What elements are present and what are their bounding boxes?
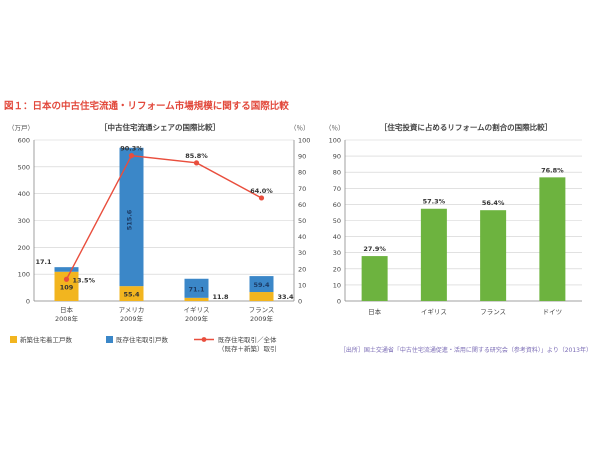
category-label: フランス [480,308,506,316]
left-tick-label: 100 [18,271,30,279]
category-label: イギリス [184,306,210,314]
ratio-value-label: 64.0% [250,187,273,195]
y-tick-label: 20 [333,265,341,273]
right-tick-label: 10 [298,281,306,289]
bar-reform [480,210,507,301]
category-label: イギリス [421,308,447,316]
bar-value-label: 56.4% [482,199,505,207]
bar-new-build [54,271,79,301]
left-tick-label: 400 [18,190,30,198]
right-tick-label: 30 [298,249,306,257]
category-label: アメリカ [119,306,145,314]
chart-title: ［住宅投資に占めるリフォームの割合の国際比較］ [380,122,552,132]
bar-new-build [119,286,144,301]
y-tick-label: 50 [333,217,341,225]
y-tick-label: 10 [333,281,341,289]
category-label: フランス [249,306,275,314]
legend-swatch-new-build [10,336,17,343]
y-tick-label: 30 [333,249,341,257]
bar-existing [184,278,209,298]
left-tick-label: 300 [18,217,30,225]
legend-marker-ratio [201,337,207,342]
ratio-point [258,195,265,201]
bar-new-build [249,292,274,301]
new-build-value-label: 11.8 [213,293,230,301]
right-tick-label: 80 [298,169,306,177]
category-year-label: 2009年 [250,314,274,323]
legend-label-ratio: 既存住宅取引／全体 [218,335,277,344]
figure-title: 図１：日本の中古住宅流通・リフォーム市場規模に関する国際比較 [4,101,289,112]
left-axis-unit: （万戸） [8,124,34,132]
ratio-value-label: 85.8% [185,152,208,160]
existing-value-label: 71.1 [188,285,205,293]
right-axis-unit: （％） [290,124,310,132]
y-tick-label: 100 [329,137,341,145]
legend-label-new-build: 新築住宅着工戸数 [20,335,73,344]
bar-value-label: 27.9% [363,245,386,253]
source-note: ［出所］国土交通省「中古住宅流通促進・活用に関する研究会（参考資料）」より（20… [339,347,592,354]
category-label: ドイツ [543,308,563,316]
legend-swatch-existing [106,336,113,343]
ratio-value-label: 90.3% [120,145,143,153]
new-build-value-label: 33.4 [278,293,295,301]
bar-new-build [184,297,209,301]
right-tick-label: 20 [298,265,306,273]
right-tick-label: 40 [298,233,306,241]
category-year-label: 2009年 [185,314,209,323]
y-tick-label: 80 [333,169,341,177]
right-tick-label: 90 [298,153,306,161]
legend-label-ratio-2: （既存＋新築）取引 [218,344,277,353]
right-tick-label: 0 [298,298,302,306]
y-tick-label: 40 [333,233,341,241]
right-tick-label: 100 [298,137,310,145]
ratio-point [128,153,135,159]
category-label: 日本 [368,307,382,316]
existing-value-label: 515.6 [126,209,134,230]
bar-reform [420,208,447,301]
y-tick-label: 0 [337,298,341,306]
y-tick-label: 70 [333,185,341,193]
bar-value-label: 76.8% [541,166,564,174]
bar-reform [539,177,566,301]
category-year-label: 2008年 [55,314,79,323]
right-tick-label: 60 [298,201,306,209]
chart-title: ［中古住宅流通シェアの国際比較］ [100,122,220,132]
bar-existing [54,267,79,272]
bar-value-label: 57.3% [423,198,446,206]
existing-value-label: 59.4 [253,281,270,289]
category-year-label: 2009年 [120,314,144,323]
ratio-point [63,276,70,282]
ratio-value-label: 13.5% [73,276,96,284]
left-tick-label: 0 [26,298,30,306]
right-tick-label: 70 [298,185,306,193]
y-tick-label: 90 [333,153,341,161]
ratio-point [193,160,200,166]
bar-reform [361,256,388,301]
right-tick-label: 50 [298,217,306,225]
new-build-value-label: 55.4 [123,291,140,299]
category-label: 日本 [60,305,74,314]
left-tick-label: 200 [18,244,30,252]
bar-existing [249,276,274,293]
left-tick-label: 500 [18,163,30,171]
ratio-line [65,154,262,280]
new-build-value-label: 109 [60,283,74,291]
y-axis-unit: （％） [325,124,345,132]
legend-label-existing: 既存住宅取引戸数 [116,335,169,344]
left-tick-label: 600 [18,137,30,145]
existing-value-label: 17.1 [35,258,52,266]
y-tick-label: 60 [333,201,341,209]
